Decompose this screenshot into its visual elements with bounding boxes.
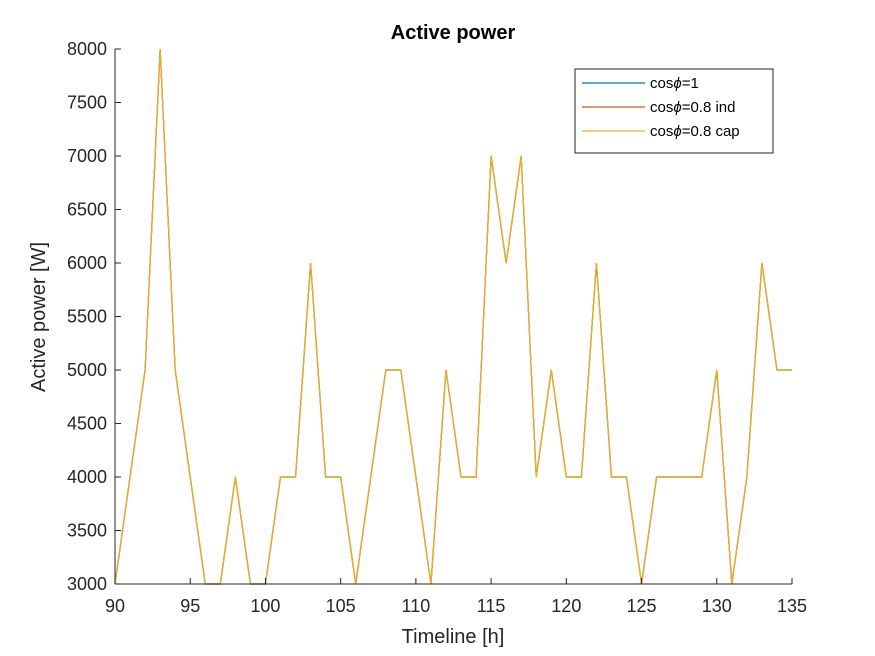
y-tick-label: 6500	[67, 200, 107, 220]
series-group	[114, 48, 792, 585]
x-tick-label: 100	[250, 596, 280, 616]
chart-title: Active power	[391, 22, 516, 44]
x-tick-label: 130	[702, 596, 732, 616]
y-tick-label: 4500	[67, 414, 107, 434]
y-tick-label: 7000	[67, 146, 107, 166]
legend-label-1: cosϕ=0.8 ind	[650, 99, 735, 116]
x-tick-label: 110	[402, 596, 431, 616]
y-axis-label: Active power [W]	[28, 242, 50, 392]
y-tick-label: 3000	[67, 574, 107, 594]
legend-label-prefix: cos	[650, 123, 673, 140]
legend-label-prefix: cos	[650, 75, 673, 92]
legend-label-suffix: =0.8 ind	[682, 99, 736, 116]
x-axis-ticks: 90 95 100 105 110 115 120 125 130 135	[105, 578, 807, 616]
y-tick-label: 7500	[67, 93, 107, 113]
y-tick-label: 3500	[67, 521, 107, 541]
y-tick-label: 6000	[67, 253, 107, 273]
x-tick-label: 90	[105, 596, 125, 616]
legend-label-suffix: =0.8 cap	[682, 123, 740, 140]
series-line-2	[114, 48, 792, 585]
y-tick-label: 5000	[67, 360, 107, 380]
legend-label-symbol: ϕ	[673, 75, 681, 92]
legend-label-prefix: cos	[650, 99, 673, 116]
x-tick-label: 95	[180, 596, 200, 616]
y-tick-label: 4000	[67, 467, 107, 487]
x-tick-label: 120	[551, 596, 581, 616]
legend-label-suffix: =1	[682, 75, 699, 92]
y-tick-label: 8000	[67, 39, 107, 59]
x-tick-label: 135	[777, 596, 807, 616]
legend-label-0: cosϕ=1	[650, 75, 699, 92]
x-tick-label: 105	[326, 596, 356, 616]
legend-label-2: cosϕ=0.8 cap	[650, 123, 740, 140]
x-axis-label: Timeline [h]	[402, 626, 505, 648]
x-tick-label: 115	[477, 596, 506, 616]
y-axis-ticks: 3000 3500 4000 4500 5000 5500 6000 6500 7000 7500…	[67, 39, 121, 594]
x-tick-label: 125	[627, 596, 657, 616]
y-tick-label: 5500	[67, 307, 107, 327]
legend-label-symbol: ϕ	[673, 99, 681, 116]
legend-label-symbol: ϕ	[673, 123, 681, 140]
